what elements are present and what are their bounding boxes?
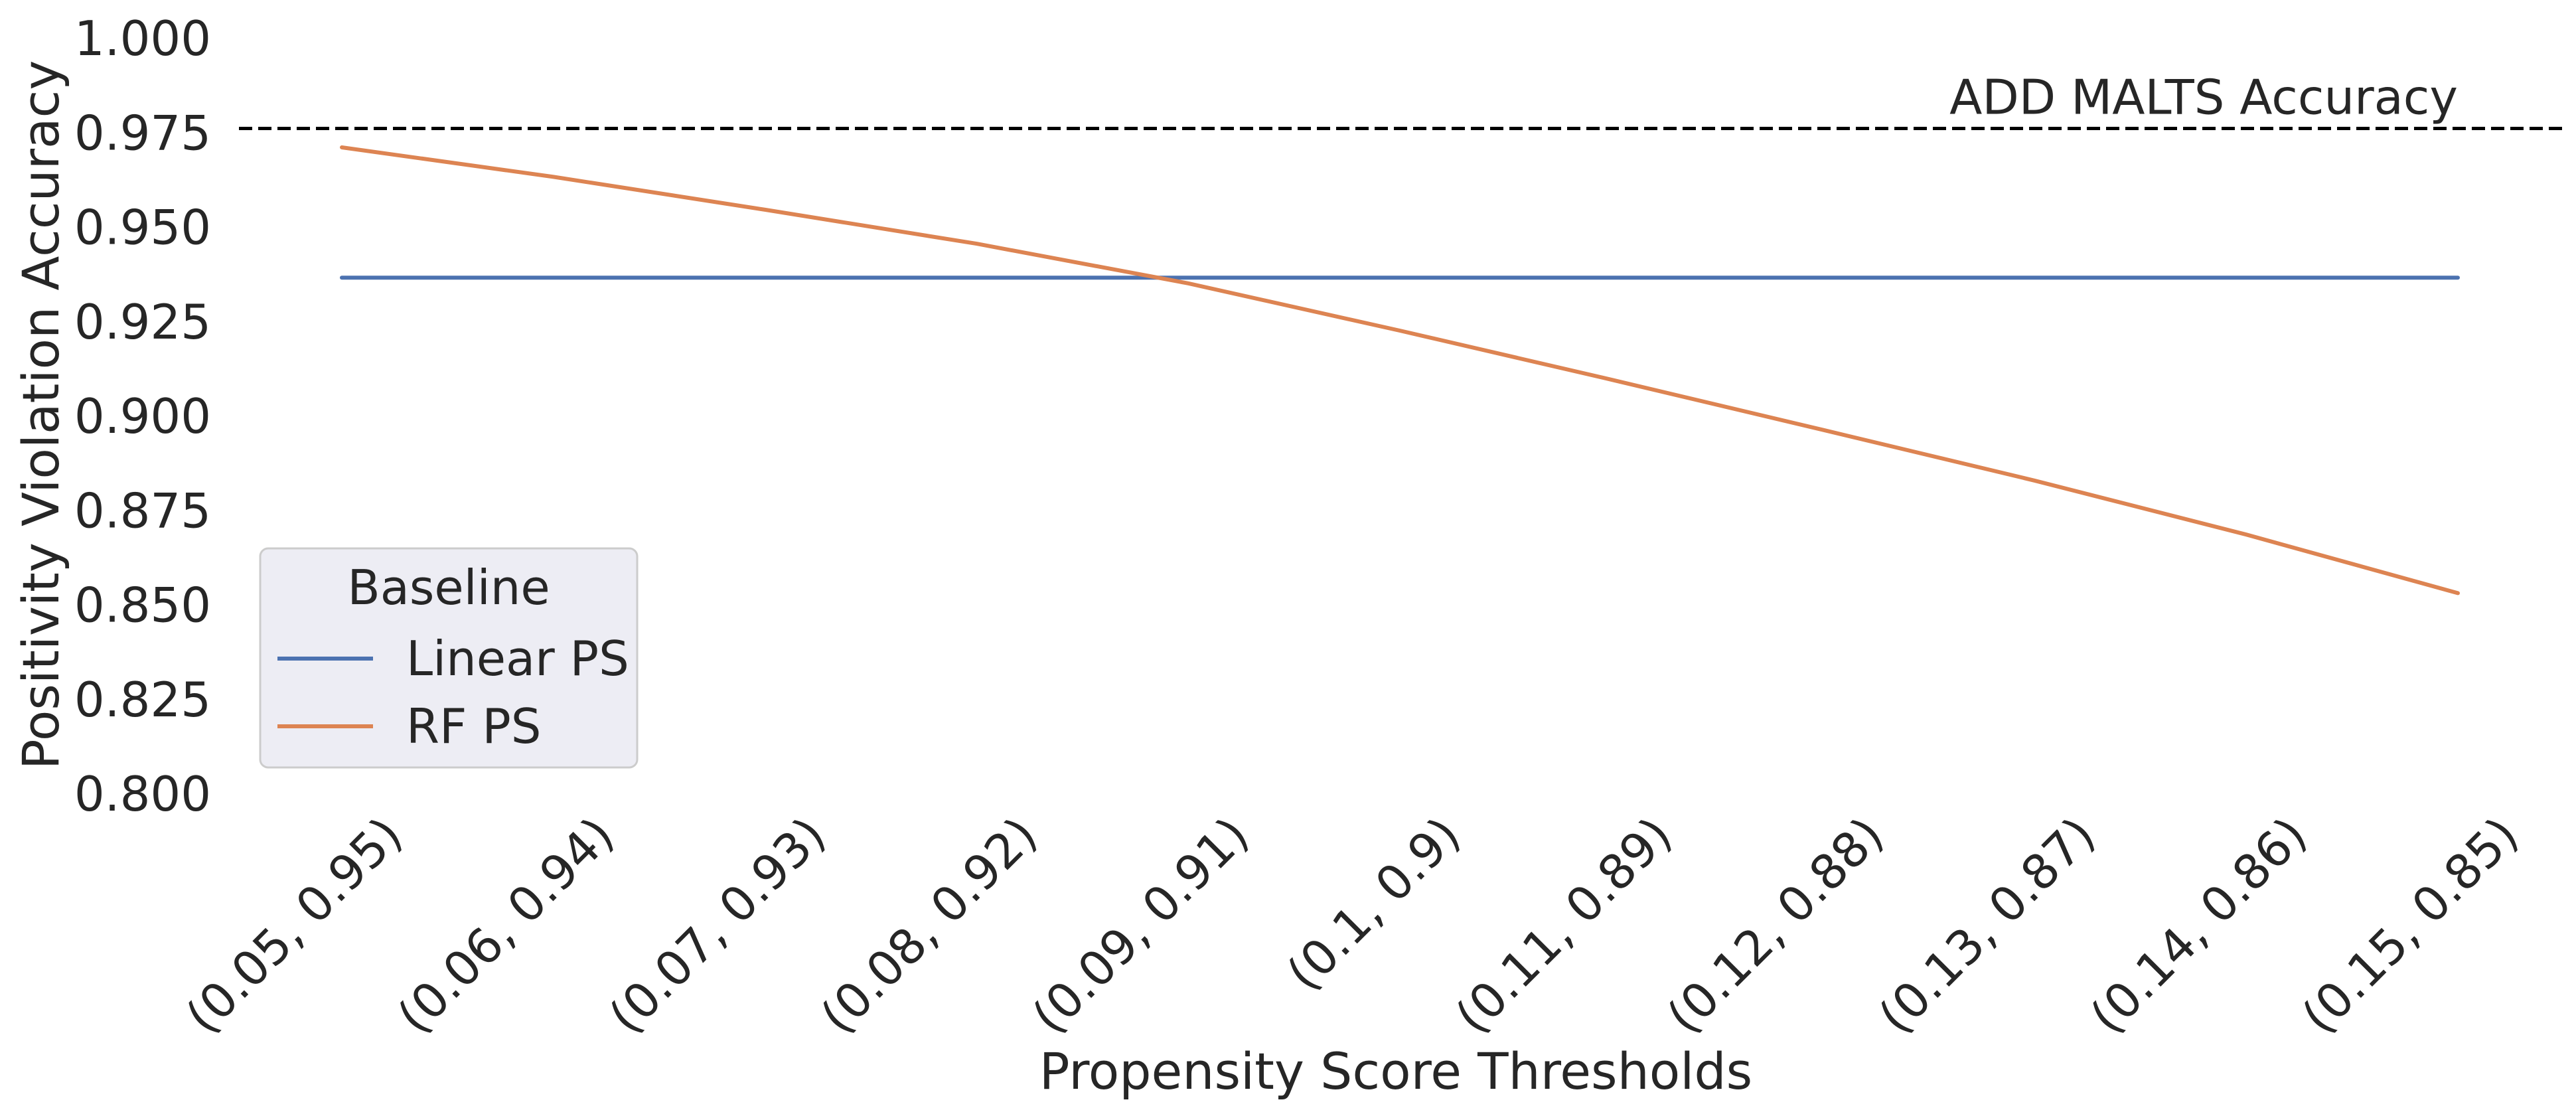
legend-box	[259, 547, 639, 769]
legend-entry-label: Linear PS	[406, 631, 629, 686]
y-axis-label: Positivity Violation Accuracy	[11, 60, 70, 770]
y-tick-label: 0.900	[74, 388, 211, 444]
series-line-rf-ps	[340, 145, 2460, 596]
x-axis-label: Propensity Score Thresholds	[1039, 1042, 1753, 1101]
x-tick-label: (0.14, 0.86)	[2080, 807, 2317, 1044]
series-layer	[340, 145, 2460, 596]
y-axis-ticks: 0.800 0.825 0.850 0.875 0.900 0.925 0.950 0.975…	[74, 11, 211, 822]
x-tick-label: (0.12, 0.88)	[1656, 807, 1894, 1044]
x-tick-label: (0.15, 0.85)	[2291, 807, 2529, 1044]
x-tick-label: (0.07, 0.93)	[598, 807, 836, 1044]
x-tick-label: (0.06, 0.94)	[387, 807, 625, 1044]
y-tick-label: 0.850	[74, 578, 211, 633]
x-tick-label: (0.08, 0.92)	[810, 807, 1047, 1044]
legend-entry-label: RF PS	[406, 698, 541, 754]
x-tick-label: (0.11, 0.89)	[1445, 807, 1683, 1044]
y-tick-label: 0.825	[74, 672, 211, 728]
y-tick-label: 0.975	[74, 105, 211, 161]
x-tick-label: (0.09, 0.91)	[1022, 807, 1259, 1044]
x-tick-label: (0.13, 0.87)	[1868, 807, 2105, 1044]
y-tick-label: 1.000	[74, 11, 211, 66]
legend-title: Baseline	[347, 560, 550, 615]
x-tick-label: (0.05, 0.95)	[175, 807, 413, 1044]
x-tick-label: (0.1, 0.9)	[1276, 807, 1471, 1001]
legend: Baseline Linear PS RF PS	[259, 547, 639, 769]
x-axis-ticks: (0.05, 0.95)(0.06, 0.94)(0.07, 0.93)(0.0…	[175, 807, 2529, 1044]
reference-layer: ADD MALTS Accuracy	[239, 70, 2563, 131]
reference-line-label: ADD MALTS Accuracy	[1949, 70, 2458, 125]
y-tick-label: 0.950	[74, 200, 211, 256]
legend-items: Linear PS RF PS	[277, 631, 629, 754]
y-tick-label: 0.875	[74, 483, 211, 538]
y-tick-label: 0.800	[74, 766, 211, 822]
y-tick-label: 0.925	[74, 294, 211, 350]
